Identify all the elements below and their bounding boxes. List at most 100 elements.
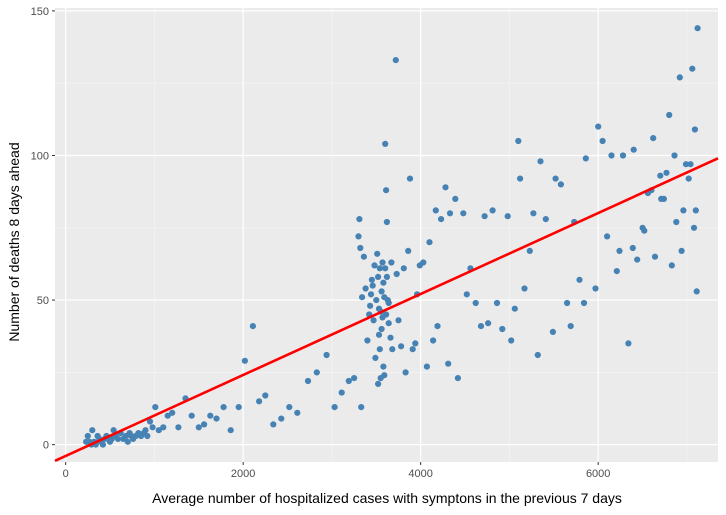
data-point	[146, 418, 154, 425]
data-point	[634, 256, 641, 263]
data-point	[351, 375, 358, 382]
data-point	[630, 146, 637, 153]
data-point	[380, 363, 387, 370]
data-point	[463, 291, 470, 298]
data-point	[477, 323, 485, 330]
data-point	[481, 213, 488, 220]
major-gridlines	[55, 8, 718, 462]
data-point	[680, 207, 687, 214]
data-point	[537, 158, 544, 165]
data-point	[393, 270, 400, 278]
data-point	[249, 323, 256, 330]
data-point	[582, 155, 589, 162]
data-point	[385, 320, 392, 327]
data-point	[371, 262, 378, 269]
data-point	[660, 195, 668, 202]
data-point	[375, 331, 383, 338]
y-tick-label: 0	[43, 440, 49, 452]
data-point	[442, 184, 449, 191]
data-point	[124, 438, 131, 445]
data-point	[511, 305, 518, 312]
x-axis: 0 2000 4000 6000	[63, 462, 610, 480]
data-point	[673, 218, 680, 226]
data-point	[485, 320, 492, 327]
data-point	[542, 216, 549, 223]
data-point	[367, 302, 374, 309]
data-point	[432, 207, 439, 214]
y-tick-label: 150	[31, 6, 49, 18]
data-point	[379, 259, 386, 266]
data-point	[304, 377, 312, 385]
data-point	[368, 276, 375, 283]
data-point	[412, 340, 419, 347]
data-point	[375, 273, 382, 280]
data-point	[220, 404, 227, 411]
data-point	[552, 175, 559, 182]
data-point	[676, 74, 683, 81]
data-point	[142, 427, 149, 434]
data-point	[383, 273, 390, 280]
data-point	[557, 181, 565, 188]
y-axis-title: Number of deaths 8 days ahead	[6, 142, 22, 341]
data-point	[387, 334, 394, 341]
data-point	[599, 137, 606, 145]
data-point	[383, 218, 390, 226]
data-point	[650, 135, 657, 142]
data-point	[663, 169, 670, 176]
data-point	[678, 247, 685, 254]
data-point	[378, 288, 385, 295]
data-point	[454, 375, 461, 382]
data-point	[207, 412, 214, 419]
data-point	[375, 380, 382, 387]
data-point	[430, 337, 437, 344]
data-point	[359, 294, 366, 301]
data-point	[84, 432, 91, 440]
data-point	[402, 369, 409, 376]
data-point	[580, 299, 588, 307]
x-tick-label: 6000	[586, 468, 610, 480]
data-point	[689, 65, 696, 72]
data-point	[372, 354, 379, 361]
data-point	[256, 398, 263, 405]
data-point	[369, 282, 376, 289]
data-point	[338, 389, 345, 396]
data-point	[376, 265, 383, 272]
data-point	[286, 404, 293, 411]
data-point	[567, 323, 574, 330]
data-point	[641, 227, 648, 234]
data-point	[423, 363, 430, 370]
data-point	[493, 299, 501, 307]
data-point	[213, 415, 220, 422]
data-point	[382, 265, 389, 272]
data-point	[388, 259, 395, 266]
data-point	[357, 244, 364, 252]
minor-gridlines	[55, 8, 718, 462]
data-point	[374, 250, 381, 257]
data-point	[392, 57, 399, 64]
data-point	[420, 259, 427, 266]
data-point	[405, 247, 412, 254]
data-point	[687, 161, 694, 168]
data-point	[175, 424, 182, 431]
data-point	[381, 372, 388, 379]
data-point	[508, 337, 515, 344]
data-point	[616, 247, 623, 254]
data-point	[110, 427, 117, 434]
data-point	[406, 175, 414, 182]
data-point	[515, 137, 522, 145]
data-point	[331, 404, 338, 411]
data-point	[188, 412, 195, 419]
x-tick-label: 4000	[408, 468, 432, 480]
data-point	[446, 210, 454, 217]
data-point	[604, 233, 611, 240]
data-point	[262, 392, 269, 399]
data-point	[651, 253, 659, 260]
data-point	[517, 175, 524, 182]
data-point	[345, 377, 352, 385]
data-point	[227, 427, 234, 434]
data-point	[373, 297, 380, 304]
data-point	[694, 25, 701, 32]
data-point	[362, 285, 369, 292]
